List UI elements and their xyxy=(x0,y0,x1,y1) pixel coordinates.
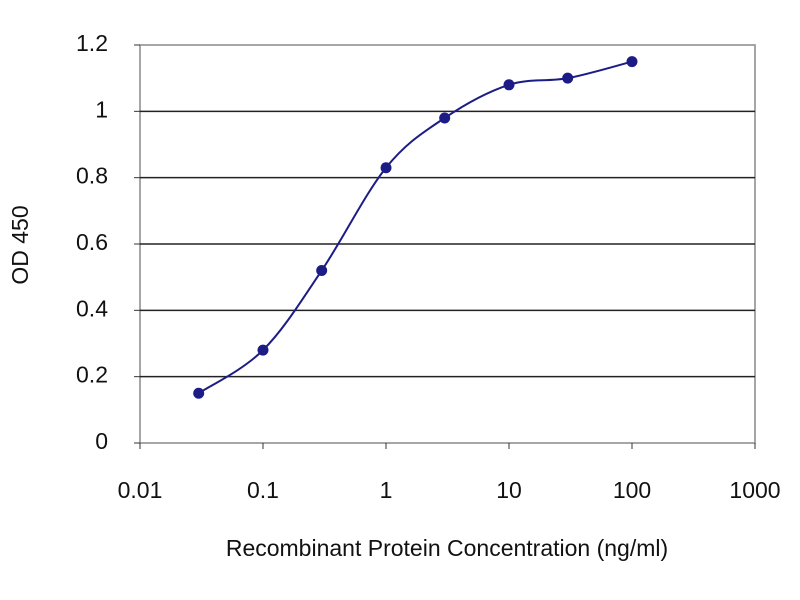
y-tick-label: 0.8 xyxy=(76,163,108,189)
x-axis-label: Recombinant Protein Concentration (ng/ml… xyxy=(226,535,668,561)
y-tick-label: 1.2 xyxy=(76,30,108,56)
data-point xyxy=(257,344,269,356)
data-point xyxy=(193,387,205,399)
y-tick-label: 1 xyxy=(95,96,108,122)
y-tick-label: 0 xyxy=(95,428,108,454)
y-tick-label: 0.6 xyxy=(76,229,108,255)
data-point xyxy=(380,162,392,174)
y-tick-label: 0.4 xyxy=(76,295,108,321)
data-point xyxy=(626,56,638,68)
x-tick-label: 1 xyxy=(380,477,393,503)
x-tick-label: 100 xyxy=(613,477,651,503)
y-axis-label: OD 450 xyxy=(7,205,33,284)
x-tick-label: 0.1 xyxy=(247,477,279,503)
x-tick-label: 1000 xyxy=(729,477,780,503)
data-point xyxy=(503,79,515,91)
data-point xyxy=(562,72,574,84)
data-line xyxy=(198,60,633,395)
x-tick-label: 0.01 xyxy=(118,477,163,503)
data-point xyxy=(316,265,328,277)
x-tick-label: 10 xyxy=(496,477,522,503)
data-point xyxy=(439,112,451,124)
y-tick-label: 0.2 xyxy=(76,362,108,388)
